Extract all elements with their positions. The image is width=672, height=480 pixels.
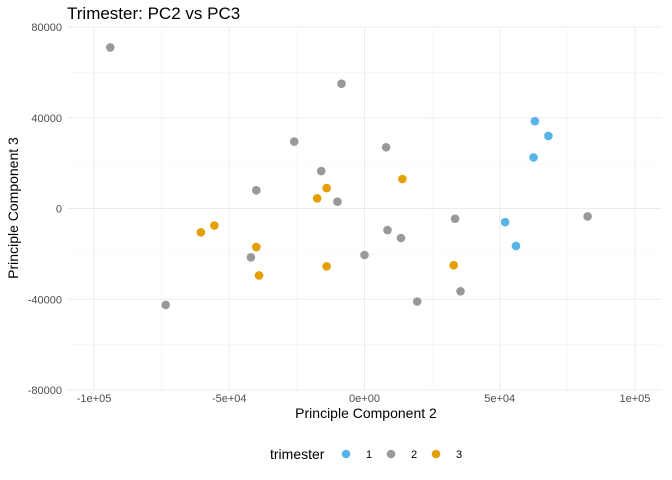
data-point-trimester-2	[383, 225, 392, 235]
legend: trimester 1 2 3	[270, 446, 462, 462]
data-point-trimester-2	[381, 142, 391, 152]
data-point-trimester-3	[312, 193, 322, 203]
y-axis-ticks: -80000 -40000 0 40000 80000	[28, 22, 62, 397]
data-point-trimester-3	[252, 242, 261, 252]
data-point-trimester-3	[210, 221, 219, 230]
legend-key-3	[431, 449, 441, 459]
legend-label-1: 1	[366, 449, 372, 461]
data-point-trimester-1	[511, 241, 521, 251]
data-point-trimester-2	[161, 300, 171, 310]
x-tick-label: 1e+05	[620, 393, 651, 405]
x-tick-label: 5e+04	[484, 393, 515, 405]
x-tick-label: -5e+04	[212, 393, 247, 405]
data-point-trimester-1	[530, 116, 540, 126]
data-point-trimester-2	[412, 297, 422, 306]
data-point-trimester-1	[500, 217, 510, 227]
data-point-trimester-3	[449, 260, 459, 270]
data-point-trimester-2	[337, 79, 346, 89]
data-point-trimester-3	[254, 271, 264, 280]
data-point-trimester-1	[544, 131, 553, 141]
data-point-trimester-2	[289, 137, 299, 146]
x-axis-ticks: -1e+05 -5e+04 0e+00 5e+04 1e+05	[77, 393, 651, 405]
data-point-trimester-2	[396, 233, 406, 243]
data-point-trimester-2	[450, 214, 460, 224]
data-point-trimester-1	[529, 153, 538, 162]
x-tick-label: -1e+05	[77, 393, 112, 405]
data-point-trimester-2	[333, 197, 342, 206]
data-point-trimester-3	[322, 262, 331, 271]
y-axis-title: Principle Component 3	[5, 137, 21, 279]
legend-key-1	[341, 449, 351, 459]
chart-title: Trimester: PC2 vs PC3	[67, 4, 240, 23]
y-tick-label: -40000	[28, 294, 62, 306]
data-point-trimester-3	[196, 228, 206, 237]
legend-title: trimester	[270, 446, 325, 462]
data-point-trimester-2	[316, 166, 326, 176]
x-axis-title: Principle Component 2	[295, 405, 437, 421]
x-tick-label: 0e+00	[349, 393, 380, 405]
legend-label-3: 3	[456, 449, 462, 461]
grid-lines	[67, 26, 662, 391]
y-tick-label: 40000	[31, 113, 62, 125]
legend-key-2	[386, 449, 396, 459]
y-tick-label: 0	[56, 204, 62, 216]
legend-label-2: 2	[411, 449, 417, 461]
data-point-trimester-2	[246, 252, 256, 262]
data-point-trimester-3	[322, 183, 331, 193]
data-point-trimester-3	[398, 174, 407, 184]
y-tick-label: -80000	[28, 385, 62, 397]
y-tick-label: 80000	[31, 22, 62, 34]
data-point-trimester-2	[456, 287, 465, 296]
data-point-trimester-2	[105, 43, 115, 52]
data-point-trimester-2	[360, 250, 369, 260]
data-point-trimester-2	[583, 212, 592, 221]
data-point-trimester-2	[252, 186, 261, 195]
data-points	[105, 43, 592, 310]
